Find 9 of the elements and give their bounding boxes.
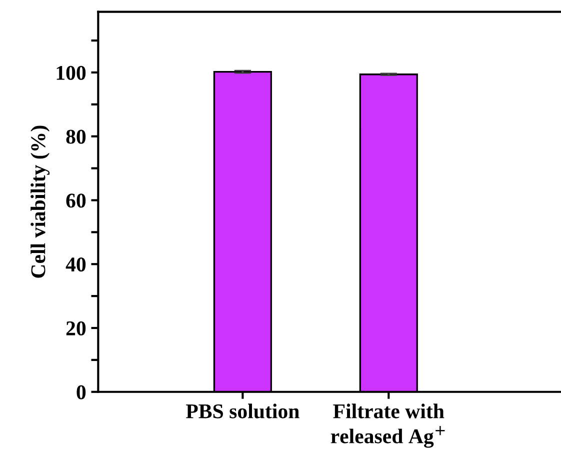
y-tick-label: 80	[66, 130, 86, 144]
y-tick-label: 60	[66, 194, 86, 208]
x-tick-label: Filtrate with released Ag$^{+}$	[330, 404, 445, 448]
y-tick-label: 40	[66, 257, 86, 272]
y-axis-title: Cell viability (%)	[30, 126, 50, 278]
y-tick-label: 20	[66, 321, 86, 336]
x-tick-label: PBS solution	[186, 404, 300, 418]
y-tick-label: 0	[76, 385, 86, 400]
y-tick-label: 100	[56, 66, 86, 80]
